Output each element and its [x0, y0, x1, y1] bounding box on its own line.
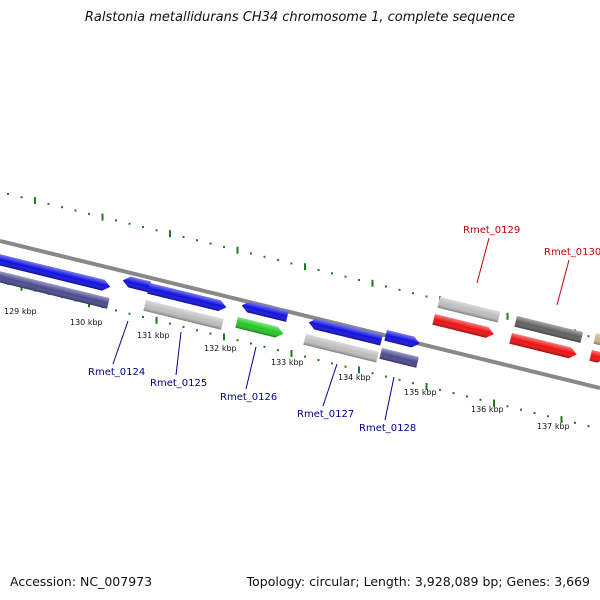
gene-feature	[437, 297, 501, 323]
scale-label: 130 kbp	[70, 318, 103, 327]
gene-feature-shade	[509, 333, 577, 359]
gene-feature	[308, 318, 383, 346]
chromosome-backbone	[0, 239, 600, 390]
scale-label: 132 kbp	[204, 344, 237, 353]
gene-feature	[514, 316, 584, 343]
backbone-line	[0, 239, 600, 390]
gene-feature-shade	[514, 316, 584, 343]
gene-feature-shade	[143, 300, 224, 330]
gene-label[interactable]: Rmet_0130	[544, 247, 600, 258]
gene-feature-shade	[147, 283, 227, 312]
gene-feature	[384, 330, 420, 348]
gene-feature-shade	[593, 333, 600, 347]
gene-labels: Rmet_0124 Rmet_0125 Rmet_0126 Rmet_0127 Rmet…	[88, 225, 600, 434]
gene-label-leader	[245, 346, 257, 390]
gene-feature	[235, 317, 284, 338]
gene-feature-shade	[0, 253, 111, 291]
gene-label[interactable]: Rmet_0129	[463, 225, 520, 236]
gene-feature-shade	[122, 276, 152, 293]
scale-labels: 129 kbp 130 kbp 131 kbp 132 kbp 133 kbp 134 k…	[4, 307, 570, 431]
scale-label: 136 kbp	[471, 405, 504, 414]
gene-feature-shade	[379, 348, 419, 368]
gene-feature	[593, 333, 600, 347]
gene-label[interactable]: Rmet_0124	[88, 367, 145, 378]
gene-feature-shade	[432, 314, 494, 338]
gene-label[interactable]: Rmet_0126	[220, 392, 277, 403]
gene-feature	[241, 301, 289, 322]
gene-feature	[432, 314, 494, 338]
gene-features	[0, 253, 600, 368]
gene-label-leader	[175, 331, 182, 376]
gene-feature	[509, 333, 577, 359]
gene-feature-shade	[437, 297, 501, 323]
scale-label: 137 kbp	[537, 422, 570, 431]
map-title: Ralstonia metallidurans CH34 chromosome …	[84, 10, 516, 25]
gene-feature	[0, 270, 110, 309]
gene-feature-shade	[235, 317, 284, 338]
gene-label-leader	[476, 237, 490, 284]
scale-label: 134 kbp	[338, 373, 371, 382]
gene-feature	[122, 276, 152, 293]
gene-feature	[379, 348, 419, 368]
gene-label[interactable]: Rmet_0125	[150, 378, 207, 389]
accession-label: Accession: NC_007973	[10, 574, 153, 589]
gene-label-leader	[384, 376, 395, 421]
scale-label: 133 kbp	[271, 358, 304, 367]
gene-label-leaders	[112, 237, 570, 421]
gene-label-leader	[322, 363, 338, 407]
gene-feature	[589, 350, 600, 363]
gene-feature	[147, 283, 227, 312]
gene-label-leader	[112, 320, 129, 365]
gene-feature-shade	[308, 318, 383, 346]
gene-feature	[303, 334, 379, 363]
scale-label: 129 kbp	[4, 307, 37, 316]
gene-feature-shade	[0, 270, 110, 309]
scale-label: 135 kbp	[404, 388, 437, 397]
gene-feature-shade	[241, 301, 289, 322]
summary-label: Topology: circular; Length: 3,928,089 bp…	[246, 574, 590, 589]
scale-label: 131 kbp	[137, 331, 170, 340]
gene-feature	[0, 253, 111, 291]
gene-feature-shade	[303, 334, 379, 363]
gene-label[interactable]: Rmet_0127	[297, 409, 354, 420]
gene-feature-shade	[384, 330, 420, 348]
gene-label-leader	[556, 259, 570, 306]
gene-label[interactable]: Rmet_0128	[359, 423, 416, 434]
gene-feature	[143, 300, 224, 330]
gene-feature-shade	[589, 350, 600, 363]
